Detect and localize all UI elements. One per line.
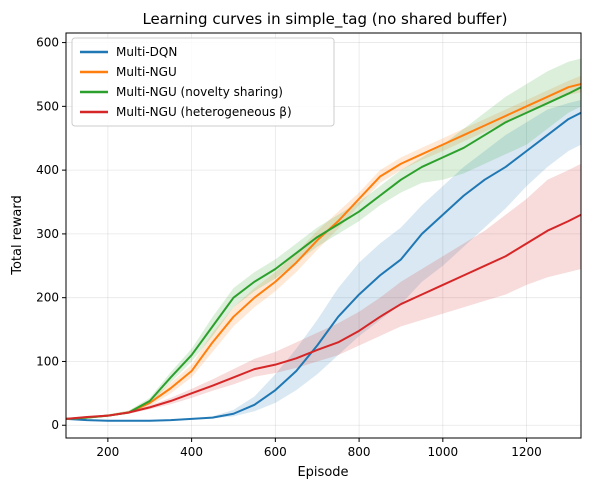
y-tick-label: 500	[36, 99, 59, 113]
legend-label-1: Multi-DQN	[116, 45, 177, 59]
x-tick-label: 1000	[428, 445, 459, 459]
x-tick-label: 200	[96, 445, 119, 459]
band-series-3	[66, 58, 581, 419]
legend: Multi-DQN Multi-NGU Multi-NGU (novelty sha…	[71, 37, 335, 127]
y-axis-label: Total reward	[10, 195, 25, 276]
legend-box	[71, 37, 335, 127]
band-series-4	[66, 163, 581, 419]
chart-title: Learning curves in simple_tag (no shared…	[142, 10, 507, 29]
band-series-2	[66, 75, 581, 419]
y-tick-label: 100	[36, 354, 59, 368]
confidence-bands	[66, 58, 581, 421]
x-tick-label: 800	[348, 445, 371, 459]
legend-label-3: Multi-NGU (novelty sharing)	[116, 85, 283, 99]
line-series-1	[65, 111, 582, 422]
y-tick-label: 600	[36, 36, 59, 50]
line-series-3	[65, 86, 582, 420]
line-series-4	[65, 213, 582, 420]
x-axis-label: Episode	[297, 465, 348, 480]
y-tick-label: 400	[36, 163, 59, 177]
series-lines	[65, 83, 582, 422]
legend-label-4: Multi-NGU (heterogeneous β)	[116, 105, 292, 119]
axis-ticks: 200 400 600 800 1000 1200 0 100 200 300 400 500 600	[36, 36, 542, 459]
x-tick-label: 1200	[511, 445, 542, 459]
y-tick-label: 300	[36, 227, 59, 241]
x-tick-label: 400	[180, 445, 203, 459]
y-tick-label: 200	[36, 291, 59, 305]
band-series-1	[66, 99, 581, 421]
x-tick-label: 600	[264, 445, 287, 459]
legend-label-2: Multi-NGU	[116, 65, 177, 79]
y-tick-label: 0	[51, 418, 59, 432]
plot-frame	[65, 32, 582, 439]
